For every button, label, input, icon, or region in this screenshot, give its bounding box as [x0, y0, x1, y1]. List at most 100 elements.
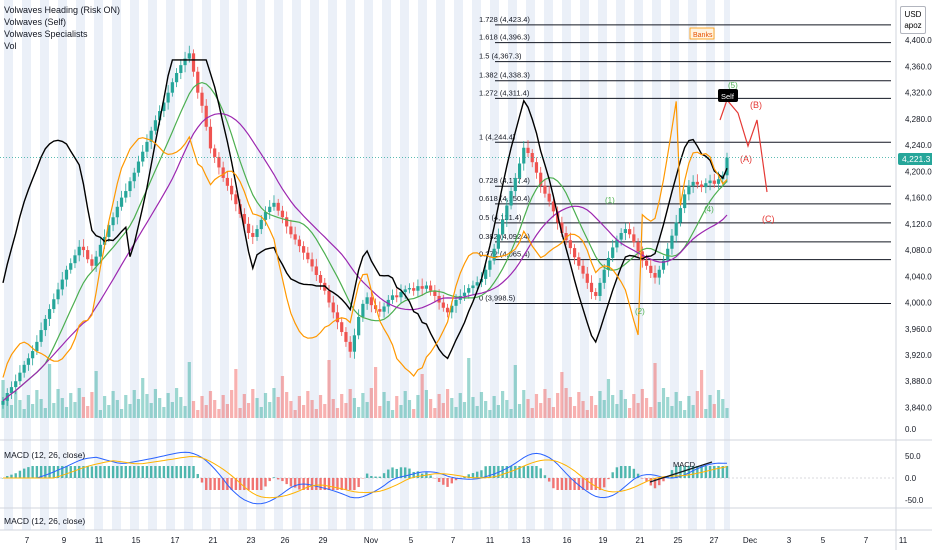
macd-pane-label[interactable]: MACD (12, 26, close)	[4, 450, 86, 460]
volume-bar	[149, 403, 153, 418]
macd-histogram-bar	[162, 466, 166, 478]
candle-body	[213, 148, 217, 157]
wave-1-label: (1)	[605, 196, 615, 205]
fib-level-label: 1.5 (4,367.3)	[479, 52, 522, 61]
macd-histogram-bar	[234, 478, 238, 490]
session-band	[310, 0, 319, 530]
candle-body	[344, 332, 348, 342]
candle-body	[357, 316, 361, 336]
macd-histogram-bar	[243, 478, 246, 490]
volume-bar	[145, 394, 149, 418]
candle-body	[86, 250, 90, 260]
volume-bar	[632, 394, 636, 418]
candle-body	[81, 246, 86, 251]
candle-body	[217, 156, 221, 168]
macd-histogram-bar	[577, 478, 581, 490]
session-band	[472, 0, 481, 530]
candle-body	[716, 179, 721, 184]
candle-body	[412, 288, 416, 291]
time-axis-label: 13	[522, 536, 531, 545]
candle-body	[623, 229, 627, 234]
volume-bar	[35, 390, 39, 418]
macd-histogram-bar	[429, 475, 432, 478]
candle-body	[56, 289, 60, 300]
volume-bar	[352, 398, 357, 418]
wave-b-label: (B)	[750, 100, 762, 110]
volume-bar	[450, 398, 454, 418]
macd-histogram-bar	[281, 478, 284, 482]
macd-histogram-bar	[14, 473, 17, 478]
volume-bar	[572, 406, 577, 418]
legend-specialists[interactable]: Volwaves Specialists	[4, 29, 88, 39]
volume-bar	[522, 390, 526, 418]
volume-bar	[382, 392, 386, 418]
candle-body	[124, 191, 128, 198]
macd-histogram-bar	[365, 473, 369, 478]
macd2-pane-label[interactable]: MACD (12, 26, close)	[4, 516, 86, 526]
macd-histogram-bar	[48, 466, 51, 478]
price-axis-label: 3,840.0	[905, 403, 932, 412]
volume-bar	[556, 393, 560, 418]
future-area	[730, 0, 896, 530]
macd-histogram-bar	[298, 478, 301, 490]
legend-self[interactable]: Volwaves (Self)	[4, 17, 67, 27]
macd-histogram-bar	[6, 476, 9, 478]
macd-histogram-bar	[319, 478, 322, 490]
macd-histogram-bar	[522, 466, 525, 478]
session-band	[58, 0, 67, 530]
currency-selector[interactable]: USD apoz	[900, 6, 926, 34]
volume-bar	[56, 389, 60, 418]
candle-body	[509, 191, 513, 206]
candle-body	[429, 285, 433, 291]
time-axis-label: 16	[563, 536, 572, 545]
macd-histogram-bar	[653, 478, 657, 489]
volume-bar	[628, 408, 632, 418]
legend-risk-on[interactable]: Volwaves Heading (Risk ON)	[4, 5, 121, 15]
legend-vol[interactable]: Vol	[4, 41, 17, 51]
volume-bar	[420, 374, 424, 418]
volume-bar	[403, 391, 407, 418]
volume-bar	[492, 396, 496, 418]
candle-body	[132, 172, 136, 182]
macd-histogram-bar	[484, 466, 487, 478]
candle-body	[382, 306, 386, 312]
candle-body	[225, 177, 229, 186]
fib-level-label: 1.272 (4,311.4)	[479, 88, 530, 97]
candle-body	[551, 201, 556, 212]
macd-histogram-bar	[272, 477, 276, 478]
candle-body	[35, 341, 39, 352]
volume-bar	[213, 400, 217, 418]
volume-bar	[699, 370, 704, 418]
macd-histogram-bar	[412, 471, 415, 478]
session-band	[580, 0, 589, 530]
macd-histogram-bar	[539, 468, 542, 478]
banks-tag-box	[689, 27, 715, 40]
macd-histogram-bar	[704, 466, 708, 478]
macd-histogram-bar	[154, 466, 157, 478]
volume-bar	[187, 362, 191, 418]
time-axis-label: 7	[451, 536, 456, 545]
volume-bar	[378, 406, 382, 418]
session-band	[202, 0, 211, 530]
macd-histogram-bar	[641, 478, 644, 479]
macd-histogram-bar	[90, 466, 94, 478]
time-axis-label: 17	[171, 536, 180, 545]
candle-body	[661, 260, 666, 270]
candle-body	[204, 105, 208, 127]
candle-body	[699, 184, 704, 188]
volume-bar	[251, 389, 255, 418]
volume-bar	[547, 398, 551, 418]
volume-bar	[475, 406, 479, 418]
volume-bar	[386, 401, 390, 418]
volume-bar	[454, 407, 458, 418]
candle-body	[399, 292, 403, 298]
candle-body	[170, 82, 174, 93]
volume-bar	[653, 363, 657, 418]
macd-axis-label: -50.0	[905, 496, 924, 505]
volume-bar	[22, 409, 26, 418]
volume-bar	[323, 404, 327, 418]
candle-body	[687, 185, 691, 195]
candle-body	[43, 318, 47, 331]
macd-histogram-bar	[166, 466, 170, 478]
